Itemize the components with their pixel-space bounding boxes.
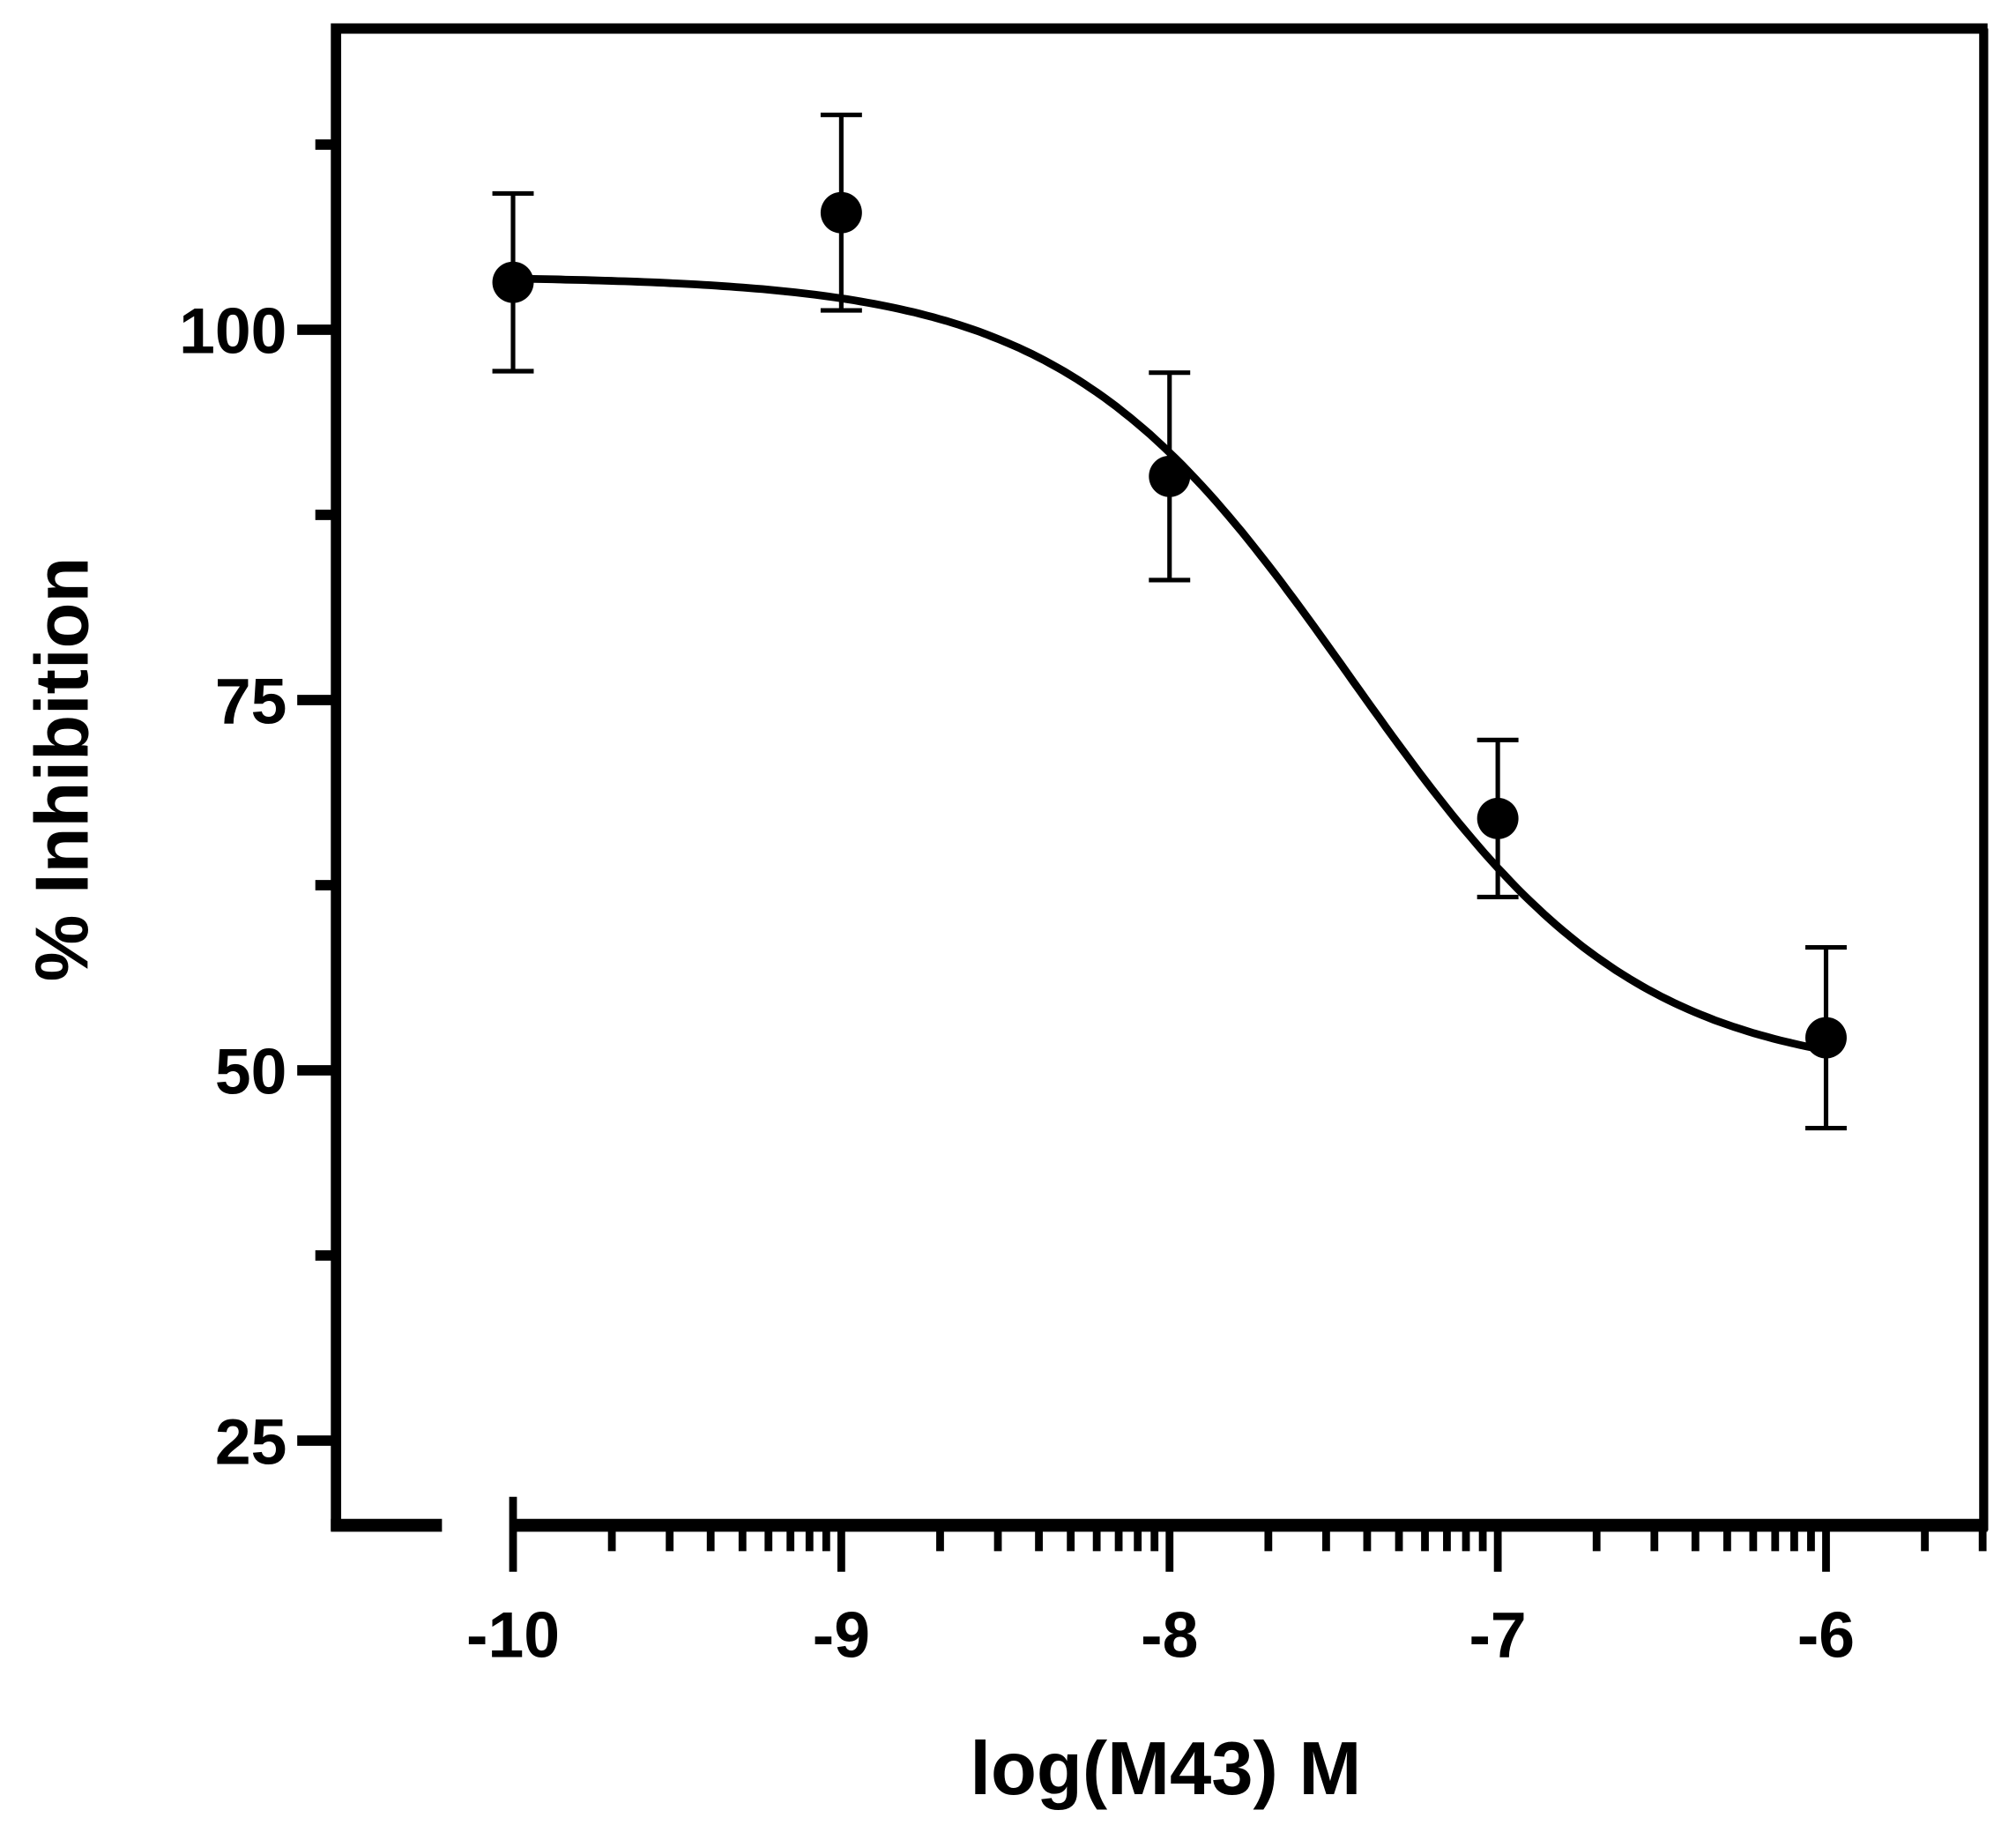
filled-circle-marker [820, 191, 862, 234]
x-tick-label: -9 [813, 1599, 870, 1672]
data-point [1805, 944, 1847, 1131]
y-axis: 25 50 75 100 [179, 139, 337, 1478]
y-tick-label: 25 [215, 1405, 287, 1478]
x-axis: -10 -9 -8 -7 -6 [466, 1496, 1987, 1672]
y-tick-label: 100 [179, 294, 286, 367]
filled-circle-marker [492, 261, 534, 303]
data-points [492, 112, 1847, 1131]
filled-circle-marker [1149, 455, 1191, 497]
filled-circle-marker [1477, 797, 1519, 839]
data-point [1149, 370, 1191, 583]
y-tick-label: 75 [215, 665, 287, 737]
x-tick-label: -10 [466, 1599, 560, 1672]
data-point [820, 112, 862, 313]
x-tick-label: -7 [1469, 1599, 1527, 1672]
data-point [1477, 737, 1519, 899]
x-tick-label: -6 [1797, 1599, 1855, 1672]
y-axis-title: % Inhibition [21, 557, 105, 982]
data-point [492, 190, 534, 374]
x-axis-title: log(M43) M [970, 1727, 1361, 1811]
y-tick-label: 50 [215, 1035, 287, 1107]
x-tick-label: -8 [1141, 1599, 1198, 1672]
filled-circle-marker [1805, 1017, 1847, 1059]
plot-frame [331, 23, 1989, 1532]
